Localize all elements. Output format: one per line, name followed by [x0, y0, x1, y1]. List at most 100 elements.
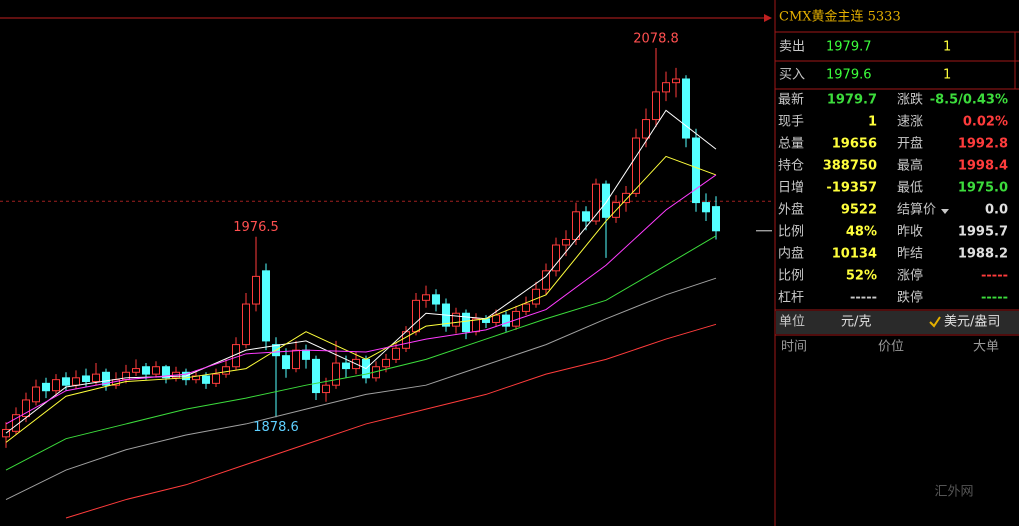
candle-body — [72, 377, 80, 386]
stat-label: 涨停 — [897, 268, 923, 284]
stat-value: ----- — [850, 291, 877, 306]
stat-label: 最高 — [897, 158, 923, 174]
candle-body — [592, 183, 600, 222]
candle-body — [502, 314, 510, 327]
candle-body — [672, 78, 680, 84]
candle-body — [202, 375, 210, 384]
candle-body — [332, 362, 340, 386]
quote-volume: 1 — [943, 68, 951, 83]
stat-value: 1992.8 — [958, 137, 1008, 152]
stat-label: 内盘 — [778, 246, 804, 262]
stat-label: 结算价 — [897, 203, 936, 218]
stat-value: 1998.4 — [958, 159, 1008, 174]
stat-label: 比例 — [778, 269, 804, 284]
candle-body — [412, 299, 420, 333]
candle-body — [322, 384, 330, 394]
stat-value: 1975.0 — [958, 181, 1008, 196]
stat-value: 19656 — [832, 137, 877, 152]
candle-body — [132, 368, 140, 373]
ma-line — [5, 174, 717, 425]
stat-value: 1988.2 — [958, 247, 1008, 262]
candle-body — [22, 399, 30, 418]
quote-volume: 1 — [943, 40, 951, 55]
candle-body — [462, 312, 470, 333]
stat-value: ----- — [981, 291, 1008, 306]
candle-body — [532, 288, 540, 305]
unit-option[interactable]: 元/克 — [841, 315, 871, 330]
candle-body — [552, 244, 560, 272]
stat-value: 0.02% — [963, 115, 1008, 130]
check-icon — [929, 316, 941, 328]
candle-body — [222, 366, 230, 375]
candle-body — [632, 137, 640, 194]
candle-body — [652, 91, 660, 121]
stat-value: 48% — [846, 225, 877, 240]
candle-body — [452, 312, 460, 327]
stat-value: 1 — [868, 115, 877, 130]
candle-body — [692, 137, 700, 204]
candle-body — [712, 206, 720, 232]
ma-line — [5, 235, 717, 471]
stat-label: 昨收 — [897, 225, 923, 240]
candle-body — [622, 192, 630, 204]
stat-label: 速涨 — [897, 115, 923, 130]
candle-body — [562, 238, 570, 246]
stat-value: ----- — [981, 269, 1008, 284]
stat-label: 杠杆 — [778, 290, 804, 306]
stat-value: 52% — [846, 269, 877, 284]
ma-line — [5, 155, 717, 443]
candle-body — [242, 303, 250, 346]
candle-body — [342, 362, 350, 370]
stat-label: 昨结 — [897, 247, 923, 262]
stat-value: 388750 — [823, 159, 877, 174]
candle-body — [162, 366, 170, 379]
stat-value: -19357 — [826, 181, 877, 196]
candle-body — [262, 270, 270, 342]
dropdown-icon — [941, 209, 949, 214]
stat-label: 持仓 — [778, 159, 804, 174]
candle-body — [62, 377, 70, 386]
stat-label: 外盘 — [778, 202, 804, 218]
peak-label: 1976.5 — [233, 220, 279, 235]
quote-price: 1979.6 — [826, 68, 872, 83]
stat-label: 比例 — [778, 225, 804, 240]
candle-body — [312, 358, 320, 394]
candle-body — [392, 347, 400, 360]
candle-body — [422, 294, 430, 301]
candle-body — [682, 78, 690, 139]
stat-label: 开盘 — [897, 136, 923, 152]
candle-body — [142, 366, 150, 375]
candle-body — [662, 82, 670, 93]
unit-bar — [776, 311, 1019, 334]
candle-body — [102, 371, 110, 386]
candle-body — [602, 183, 610, 218]
candle-body — [282, 355, 290, 370]
panel-title: CMX黄金主连 5333 — [779, 9, 901, 25]
high-label: 2078.8 — [633, 32, 679, 47]
low-label: 1878.6 — [253, 420, 299, 435]
candle-body — [152, 366, 160, 375]
column-header: 价位 — [878, 340, 904, 355]
border-arrow — [764, 14, 772, 22]
candle-body — [642, 119, 650, 139]
stat-label: 最新 — [778, 92, 804, 108]
candle-body — [542, 270, 550, 290]
candle-body — [52, 379, 60, 392]
candle-body — [212, 373, 220, 384]
stat-value: -8.5/0.43% — [930, 93, 1008, 108]
candle-body — [432, 294, 440, 305]
quote-label: 卖出 — [779, 40, 805, 55]
column-header: 大单 — [973, 340, 999, 355]
stat-label: 现手 — [778, 115, 804, 130]
candle-body — [42, 382, 50, 392]
stat-label: 跌停 — [897, 290, 923, 306]
unit-option[interactable]: 美元/盎司 — [944, 315, 1000, 330]
candle-body — [382, 358, 390, 368]
candle-body — [82, 375, 90, 383]
candle-body — [92, 373, 100, 383]
candle-body — [522, 303, 530, 312]
stat-value: 9522 — [841, 203, 877, 218]
candle-body — [702, 202, 710, 213]
